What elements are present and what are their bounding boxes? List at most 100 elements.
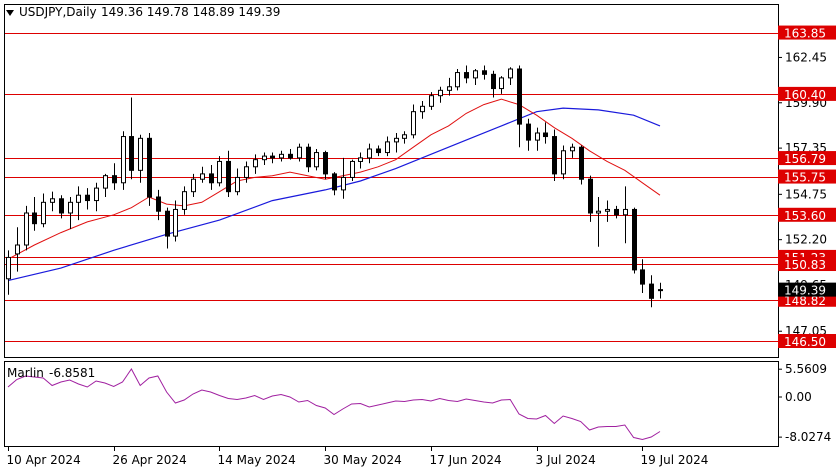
candle-body xyxy=(640,269,645,285)
ma-slow-line xyxy=(7,107,661,282)
candle-body xyxy=(429,95,434,107)
candle xyxy=(543,122,548,144)
candle-body xyxy=(499,77,504,90)
indicator-tick-label: -8.0274 xyxy=(785,430,831,444)
level-label-text: 156.79 xyxy=(784,152,826,166)
candle xyxy=(262,152,267,165)
candle xyxy=(385,136,390,157)
candle-body xyxy=(32,212,37,225)
candle xyxy=(438,86,443,103)
time-tick-label: 17 Jun 2024 xyxy=(430,453,502,467)
candle xyxy=(358,152,363,169)
candle xyxy=(614,205,619,219)
candle-body xyxy=(438,89,443,97)
candle-body xyxy=(165,210,170,237)
candle-body xyxy=(649,283,654,299)
candle-body xyxy=(85,194,90,202)
indicator-name: Marlin xyxy=(7,366,44,380)
candle xyxy=(112,163,117,190)
candle xyxy=(552,129,557,181)
candle-body xyxy=(244,166,249,178)
time-tick-label: 19 Jul 2024 xyxy=(641,453,709,467)
candle-body xyxy=(473,70,478,79)
candle-body xyxy=(623,208,628,216)
candle-body xyxy=(314,152,319,168)
candle xyxy=(640,259,645,293)
candle-body xyxy=(94,187,99,202)
candle-body xyxy=(570,146,575,152)
candle-body xyxy=(24,212,29,246)
candle xyxy=(517,65,522,148)
candle-body xyxy=(262,155,267,161)
candle-body xyxy=(420,105,425,113)
candle-body xyxy=(543,132,548,138)
candle-body xyxy=(191,178,196,193)
price-panel-frame xyxy=(4,4,779,358)
candle-body xyxy=(394,137,399,143)
candle xyxy=(535,127,540,151)
time-tick-label: 26 Apr 2024 xyxy=(113,453,187,467)
candle-body xyxy=(50,198,55,203)
candle xyxy=(41,193,46,228)
candlesticks xyxy=(6,65,663,308)
collapse-triangle-icon[interactable] xyxy=(6,10,14,16)
candle-body xyxy=(270,155,275,159)
candle xyxy=(623,186,628,244)
candle-body xyxy=(455,72,460,88)
level-label-text: 148.82 xyxy=(784,294,826,308)
candle xyxy=(658,282,663,299)
candle-body xyxy=(68,201,73,214)
candle-body xyxy=(376,148,381,154)
candle xyxy=(367,143,372,164)
candle-body xyxy=(147,137,152,198)
candle xyxy=(350,159,355,181)
candle-body xyxy=(306,146,311,168)
candle-body xyxy=(59,198,64,214)
candle xyxy=(323,150,328,180)
candle-body xyxy=(235,176,240,193)
candle xyxy=(499,76,504,94)
level-label-text: 160.40 xyxy=(784,88,826,102)
candle xyxy=(402,131,407,144)
candle xyxy=(314,149,319,171)
level-label-bg xyxy=(778,169,836,184)
candle-body xyxy=(367,148,372,159)
candle xyxy=(6,250,11,295)
candle xyxy=(200,166,205,183)
candle-body xyxy=(112,175,117,184)
candle xyxy=(156,189,161,221)
candle xyxy=(570,143,575,158)
candle xyxy=(394,133,399,153)
candle-body xyxy=(200,173,205,180)
candle xyxy=(579,145,584,185)
candle-body xyxy=(385,141,390,154)
current-price-text: 149.39 xyxy=(784,284,826,298)
candle-body xyxy=(341,176,346,191)
candle-body xyxy=(614,208,619,216)
time-axis: 10 Apr 2024 26 Apr 2024 14 May 2024 30 May … xyxy=(7,446,709,467)
candle-body xyxy=(138,137,143,171)
candle xyxy=(173,200,178,242)
candle xyxy=(455,69,460,91)
candle-body xyxy=(517,68,522,125)
candle-body xyxy=(279,153,284,159)
candle xyxy=(464,65,469,84)
candle-body xyxy=(15,244,20,255)
candle xyxy=(235,168,240,196)
candle xyxy=(288,149,293,160)
chart-header: USDJPY,Daily 149.36 149.78 148.89 149.39 xyxy=(6,5,280,19)
candle xyxy=(473,69,478,85)
level-labels: 163.85160.40156.79155.75153.60151.23150.… xyxy=(778,25,836,349)
candle-body xyxy=(182,191,187,210)
candle-body xyxy=(464,72,469,79)
current-price-bg xyxy=(778,282,836,297)
level-label-text: 146.50 xyxy=(784,335,826,349)
indicator-tick-label: 5.5609 xyxy=(785,362,827,376)
candle xyxy=(76,186,81,221)
level-label-text: 153.60 xyxy=(784,209,826,223)
time-tick-label: 3 Jul 2024 xyxy=(536,453,596,467)
candle xyxy=(244,161,249,183)
time-tick-label: 10 Apr 2024 xyxy=(7,453,81,467)
level-label-text: 155.75 xyxy=(784,171,826,185)
